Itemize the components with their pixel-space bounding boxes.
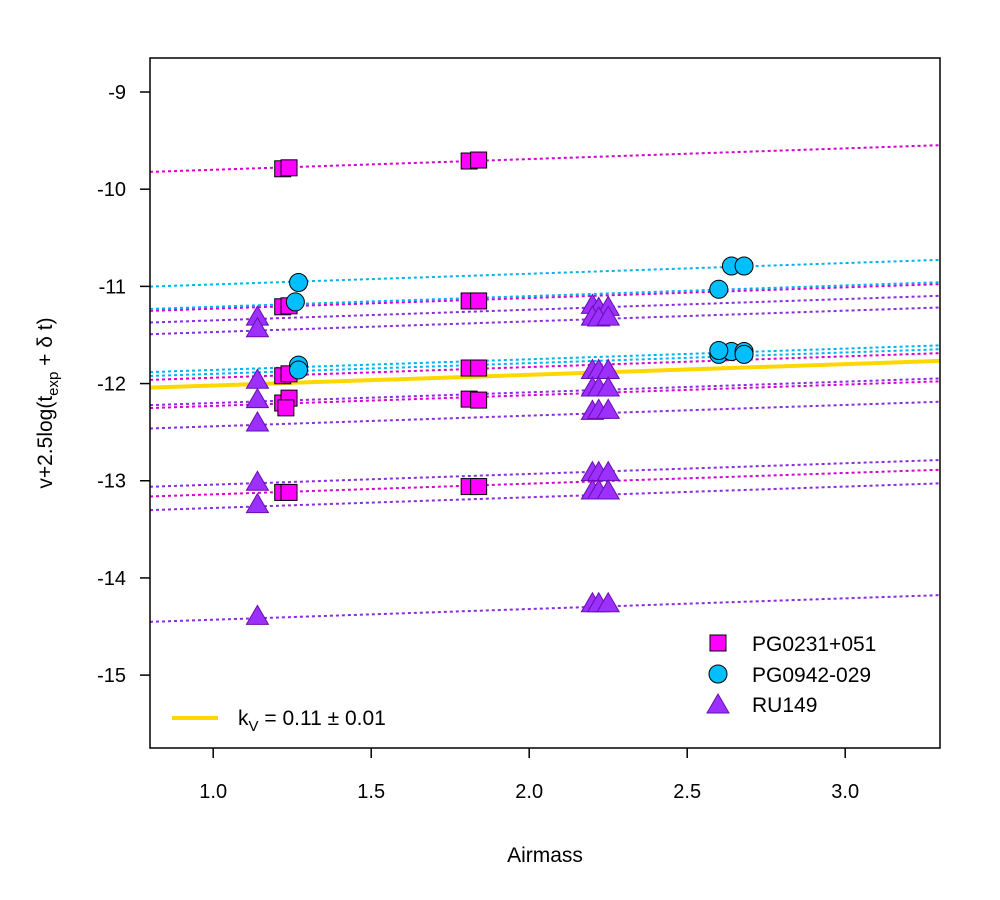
y-axis-label-subscript: exp: [45, 372, 62, 396]
y-tick-label: -9: [108, 82, 126, 104]
y-tick-label: -15: [97, 665, 126, 687]
y-axis-label-tail: + δ t): [34, 317, 57, 371]
point-square: [471, 152, 487, 168]
x-tick-label: 2.5: [673, 781, 701, 803]
x-axis-label: Airmass: [507, 844, 583, 867]
y-axis-label-main: v+2.5log(t: [34, 396, 57, 489]
x-tick-label: 1.0: [199, 781, 227, 803]
legend-marker-circle: [709, 665, 727, 683]
legend-label-pg0942: PG0942-029: [752, 664, 871, 687]
point-circle: [735, 257, 753, 275]
y-tick-label: -10: [97, 179, 126, 201]
fit-legend-value: = 0.11 ± 0.01: [259, 707, 386, 730]
point-circle: [290, 273, 308, 291]
point-circle: [710, 342, 728, 360]
point-square: [471, 360, 487, 376]
point-circle: [735, 345, 753, 363]
point-circle: [290, 361, 308, 379]
x-tick-label: 1.5: [357, 781, 385, 803]
legend-label-ru149: RU149: [752, 694, 817, 717]
point-square: [281, 484, 297, 500]
point-square: [281, 160, 297, 176]
legend-label-pg0231: PG0231+051: [752, 633, 876, 656]
point-circle: [286, 293, 304, 311]
fit-legend-k: k: [238, 707, 249, 730]
point-square: [278, 400, 294, 416]
point-circle: [710, 280, 728, 298]
y-tick-label: -12: [97, 374, 126, 396]
fit-legend-subscript: V: [249, 718, 259, 735]
point-square: [471, 392, 487, 408]
legend-marker-square: [710, 635, 726, 651]
point-square: [471, 479, 487, 495]
point-square: [471, 293, 487, 309]
x-tick-label: 2.0: [515, 781, 543, 803]
y-tick-label: -14: [97, 568, 126, 590]
chart: 1.0 1.5 2.0 2.5 3.0 -9 -10 -11 -12 -13 -14 -15 Airm…: [0, 0, 1000, 900]
y-tick-label: -13: [97, 471, 126, 493]
y-tick-label: -11: [99, 276, 126, 298]
x-tick-label: 3.0: [831, 781, 859, 803]
